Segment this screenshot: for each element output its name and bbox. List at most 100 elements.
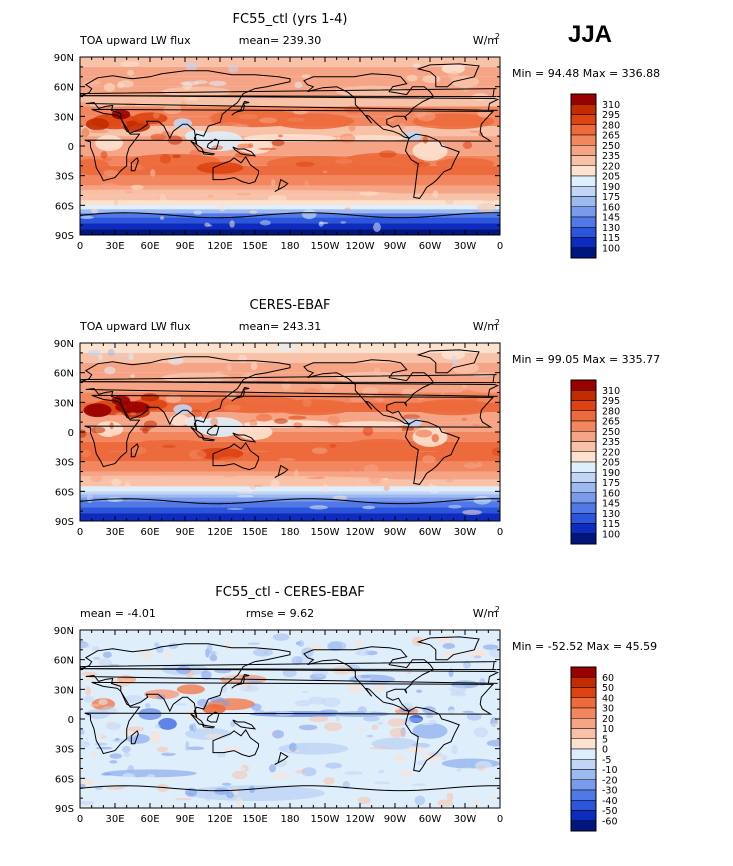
contour-speckle bbox=[121, 772, 136, 782]
contour-speckle bbox=[383, 477, 389, 481]
contour-speckle bbox=[349, 396, 365, 403]
contour-speckle bbox=[366, 734, 374, 738]
contour-blob bbox=[140, 393, 160, 402]
panel-title: FC55_ctl (yrs 1-4) bbox=[233, 12, 348, 27]
colorbar-swatch bbox=[570, 165, 597, 177]
coastlines bbox=[80, 63, 500, 219]
contour-speckle bbox=[204, 791, 212, 802]
x-tick-label: 180 bbox=[280, 241, 299, 252]
contour-speckle bbox=[350, 480, 355, 487]
colorbar-swatch bbox=[570, 237, 597, 248]
contour-blob bbox=[342, 438, 425, 455]
contour-speckle bbox=[249, 482, 257, 490]
y-tick-label: 60S bbox=[55, 201, 74, 212]
contour-speckle bbox=[249, 419, 258, 428]
contour-blob bbox=[115, 401, 150, 414]
x-tick-label: 120E bbox=[207, 814, 232, 825]
coastline bbox=[231, 673, 250, 689]
y-tick-label: 90S bbox=[55, 804, 74, 815]
colorbar-level-label: 175 bbox=[602, 192, 620, 203]
colorbar-swatch bbox=[570, 769, 597, 780]
contour-band bbox=[80, 86, 500, 97]
contour-speckle bbox=[368, 475, 381, 484]
contour-speckle bbox=[298, 724, 318, 731]
contour-speckle bbox=[152, 112, 160, 119]
contour-speckle bbox=[127, 765, 135, 775]
contour-speckle bbox=[90, 751, 97, 758]
coastline bbox=[303, 73, 435, 139]
colorbar-swatch bbox=[570, 175, 597, 187]
contour-blob bbox=[441, 63, 466, 74]
contour-speckle bbox=[154, 724, 161, 729]
colorbar-level-label: 160 bbox=[602, 488, 620, 499]
contour-speckle bbox=[252, 648, 273, 657]
contour-blob bbox=[435, 157, 495, 170]
contour-speckle bbox=[185, 709, 201, 720]
contour-speckle bbox=[91, 646, 100, 651]
contour-speckle bbox=[270, 479, 280, 489]
contour-speckle bbox=[226, 363, 232, 372]
contour-speckle bbox=[432, 190, 439, 198]
contour-speckle bbox=[175, 703, 187, 706]
contour-speckle bbox=[221, 782, 232, 786]
antarctica-coastline bbox=[80, 212, 500, 219]
contour-speckle bbox=[476, 649, 484, 656]
contour-speckle bbox=[85, 686, 92, 696]
contour-speckle bbox=[320, 709, 338, 715]
contour-speckle bbox=[193, 210, 203, 215]
contour-speckle bbox=[226, 507, 244, 510]
contour-speckle bbox=[171, 154, 181, 159]
contour-speckle bbox=[164, 652, 173, 659]
contour-speckle bbox=[462, 710, 474, 713]
contour-speckle bbox=[251, 773, 257, 778]
contour-speckle bbox=[89, 129, 109, 134]
colorbar-swatch bbox=[570, 216, 597, 228]
contour-blob bbox=[83, 403, 112, 418]
contour-speckle bbox=[176, 666, 192, 675]
contour-speckle bbox=[204, 733, 224, 739]
coastlines bbox=[80, 349, 500, 505]
contour-speckle bbox=[222, 472, 238, 478]
panel-units-exponent: 2 bbox=[495, 605, 500, 614]
colorbar-level-label: 280 bbox=[602, 120, 620, 131]
contour-speckle bbox=[230, 721, 236, 728]
contour-speckle bbox=[440, 387, 445, 398]
contour-speckle bbox=[445, 474, 454, 483]
contour-speckle bbox=[322, 170, 328, 174]
colorbar-level-label: 145 bbox=[602, 213, 620, 224]
colorbar-level-label: -5 bbox=[602, 755, 611, 766]
contour-blob bbox=[173, 118, 193, 129]
contour-speckle bbox=[237, 354, 247, 363]
contour-speckle bbox=[152, 476, 169, 481]
contour-speckle bbox=[81, 676, 99, 681]
contour-speckle bbox=[286, 117, 305, 122]
contour-speckle bbox=[113, 355, 132, 358]
contour-speckle bbox=[357, 796, 371, 805]
contour-speckle bbox=[142, 427, 149, 434]
contour-speckle bbox=[363, 464, 379, 474]
contour-speckle bbox=[301, 767, 317, 777]
colorbar-frame bbox=[570, 93, 597, 259]
contour-speckle bbox=[383, 485, 390, 492]
colorbar-swatch bbox=[570, 533, 597, 545]
map-panel-3: FC55_ctl - CERES-EBAF mean = -4.01 rmse = … bbox=[54, 585, 657, 832]
x-tick-label: 120W bbox=[346, 814, 375, 825]
colorbar-level-label: 0 bbox=[602, 745, 608, 756]
colorbar-level-label: 250 bbox=[602, 427, 620, 438]
colorbar-frame bbox=[570, 379, 597, 545]
x-tick-label: 30W bbox=[454, 814, 477, 825]
colorbar-level-label: 40 bbox=[602, 693, 614, 704]
coastline bbox=[274, 464, 289, 478]
contour-speckle bbox=[255, 413, 273, 422]
coastline bbox=[232, 719, 257, 730]
contour-speckle bbox=[214, 371, 224, 378]
panel-units-exponent: 2 bbox=[495, 318, 500, 327]
panel-units-exponent: 2 bbox=[495, 32, 500, 41]
contour-blob bbox=[144, 689, 180, 700]
contour-speckle bbox=[411, 783, 426, 787]
contour-blob bbox=[85, 118, 110, 131]
contour-blob bbox=[132, 112, 168, 125]
contour-speckle bbox=[191, 409, 203, 418]
contour-speckle bbox=[80, 729, 85, 735]
